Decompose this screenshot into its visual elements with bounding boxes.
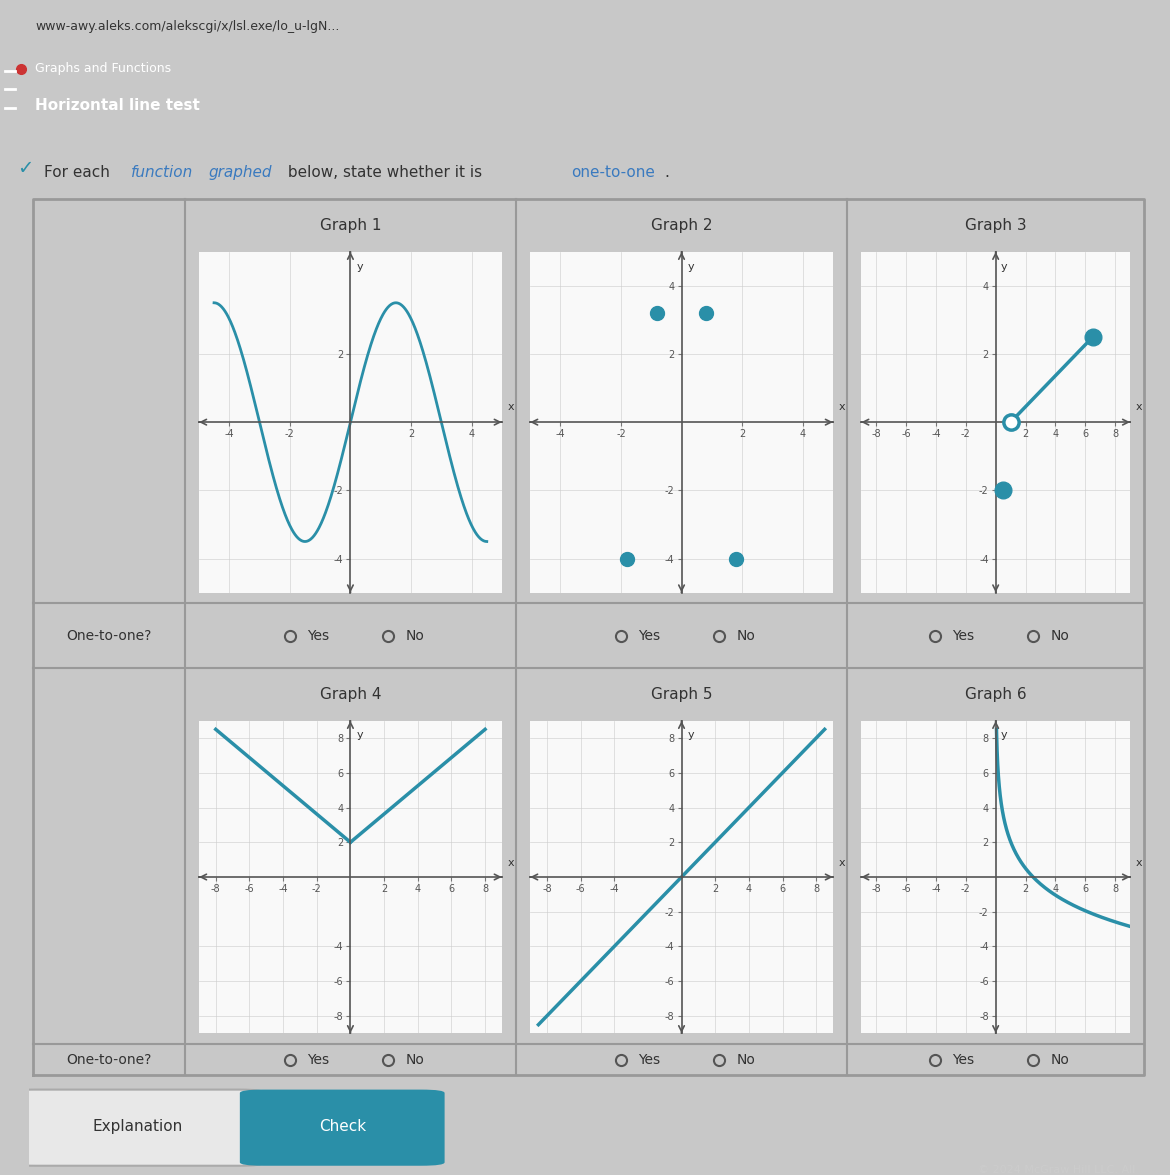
Text: Graph 1: Graph 1 [319,219,381,233]
Text: x: x [508,858,515,867]
Text: Check: Check [318,1120,366,1134]
Text: No: No [405,629,425,643]
Text: y: y [1002,262,1007,271]
Text: x: x [1136,858,1142,867]
Text: No: No [737,629,756,643]
Text: Graph 2: Graph 2 [651,219,713,233]
Text: Yes: Yes [639,1053,660,1067]
Text: No: No [737,1053,756,1067]
Text: y: y [688,730,694,740]
Text: graphed: graphed [208,165,271,180]
Text: www-awy.aleks.com/alekscgi/x/lsl.exe/lo_u-lgN...: www-awy.aleks.com/alekscgi/x/lsl.exe/lo_… [35,20,339,33]
Text: One-to-one?: One-to-one? [67,629,151,643]
Text: y: y [688,262,694,271]
Text: Horizontal line test: Horizontal line test [35,98,200,113]
Text: x: x [508,402,515,412]
Text: y: y [357,262,363,271]
FancyBboxPatch shape [240,1089,445,1166]
Text: Yes: Yes [639,629,660,643]
Text: one-to-one: one-to-one [571,165,655,180]
Text: x: x [839,858,846,867]
Text: below, state whether it is: below, state whether it is [283,165,487,180]
Text: x: x [839,402,846,412]
Text: y: y [1002,730,1007,740]
Text: ✓: ✓ [18,160,34,179]
Text: y: y [357,730,363,740]
FancyBboxPatch shape [12,1089,263,1166]
Text: Yes: Yes [952,1053,975,1067]
Text: One-to-one?: One-to-one? [67,1053,151,1067]
Text: Yes: Yes [307,629,329,643]
Text: No: No [405,1053,425,1067]
Text: Graph 6: Graph 6 [965,687,1026,703]
Text: Yes: Yes [307,1053,329,1067]
Text: No: No [1051,629,1069,643]
Text: Graphs and Functions: Graphs and Functions [35,62,171,75]
Text: Graph 3: Graph 3 [965,219,1026,233]
Text: Graph 5: Graph 5 [651,687,713,703]
Text: Explanation: Explanation [92,1120,183,1134]
Text: function: function [131,165,193,180]
Text: .: . [665,165,669,180]
Text: x: x [1136,402,1142,412]
Text: Yes: Yes [952,629,975,643]
Text: No: No [1051,1053,1069,1067]
Text: For each: For each [44,165,115,180]
Text: © 2024 McGraw Hill LLC. All: © 2024 McGraw Hill LLC. All [977,1166,1135,1175]
Text: Graph 4: Graph 4 [319,687,381,703]
